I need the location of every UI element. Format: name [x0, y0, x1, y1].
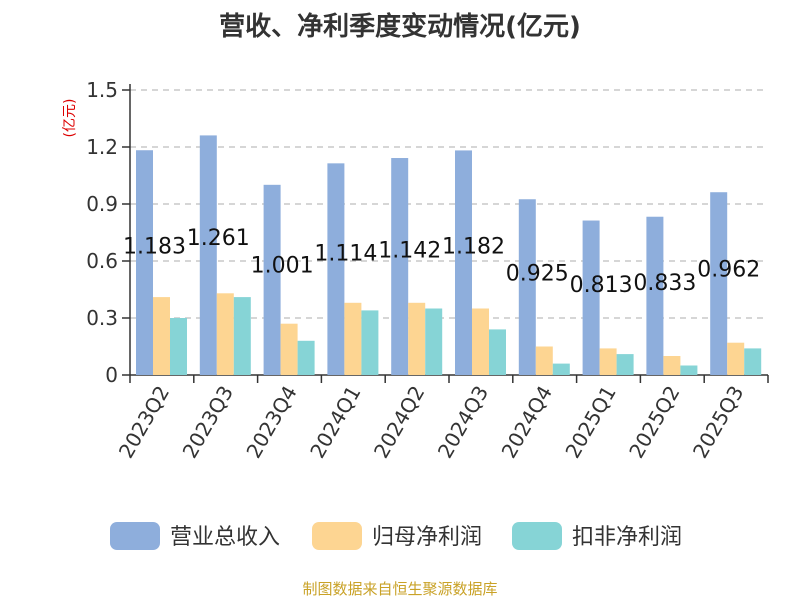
legend-swatch	[110, 522, 160, 550]
bar-2	[663, 356, 681, 375]
data-label: 1.261	[187, 226, 250, 251]
bar-3	[489, 329, 506, 375]
legend-swatch	[312, 522, 362, 550]
data-label: 0.925	[506, 261, 569, 286]
data-label: 0.962	[697, 257, 760, 282]
bar-3	[170, 318, 187, 375]
bar-1	[646, 216, 664, 375]
data-label: 1.001	[251, 253, 314, 278]
data-source-note: 制图数据来自恒生聚源数据库	[302, 580, 498, 598]
legend-label: 扣非净利润	[572, 525, 682, 550]
bar-3	[552, 363, 570, 375]
bar-2	[599, 348, 617, 375]
data-label: 0.833	[633, 271, 696, 296]
x-tick-label: 2023Q4	[241, 382, 301, 463]
y-tick-label: 0.6	[86, 249, 118, 273]
bar-3	[680, 365, 698, 375]
data-label: 1.182	[442, 234, 505, 259]
bar-1	[455, 150, 472, 375]
legend-swatch	[512, 522, 562, 550]
chart-title: 营收、净利季度变动情况(亿元)	[219, 12, 581, 42]
bar-1	[710, 192, 728, 375]
bar-2	[472, 308, 489, 375]
x-tick-label: 2024Q4	[497, 382, 557, 463]
x-tick-label: 2023Q3	[178, 382, 238, 463]
x-tick-label: 2025Q3	[688, 382, 748, 463]
bar-2	[216, 293, 234, 375]
x-tick-label: 2024Q1	[305, 382, 365, 463]
x-tick-label: 2024Q3	[433, 382, 493, 463]
bar-3	[425, 308, 443, 375]
data-label: 0.813	[570, 273, 633, 298]
bar-2	[344, 302, 362, 375]
bar-3	[744, 348, 762, 375]
x-tick-label: 2024Q2	[369, 382, 429, 463]
data-label: 1.142	[378, 239, 441, 264]
bar-2	[408, 302, 426, 375]
x-tick-label: 2023Q2	[114, 382, 174, 463]
bar-3	[361, 310, 379, 375]
bar-2	[280, 323, 298, 375]
x-tick-label: 2025Q2	[624, 382, 684, 463]
bar-3	[233, 297, 251, 375]
y-tick-label: 0.3	[86, 306, 118, 330]
legend-label: 归母净利润	[372, 525, 482, 550]
bar-3	[297, 340, 315, 375]
y-tick-label: 0	[105, 363, 118, 387]
bar-2	[153, 297, 170, 375]
bar-1	[199, 135, 217, 375]
bar-1	[136, 150, 153, 375]
bar-1	[582, 220, 600, 375]
bar-1	[327, 163, 345, 375]
y-axis-label: (亿元)	[62, 99, 78, 138]
y-tick-label: 1.5	[86, 78, 118, 102]
bar-1	[518, 199, 536, 375]
bar-2	[727, 342, 745, 375]
x-tick-label: 2025Q1	[560, 382, 620, 463]
bar-1	[391, 158, 409, 375]
legend-label: 营业总收入	[170, 525, 280, 550]
data-label: 1.114	[314, 242, 377, 267]
bar-1	[263, 184, 281, 375]
y-tick-label: 0.9	[86, 192, 118, 216]
bar-3	[616, 354, 634, 375]
data-label: 1.183	[123, 234, 186, 259]
y-tick-label: 1.2	[86, 135, 118, 159]
bar-2	[535, 346, 553, 375]
